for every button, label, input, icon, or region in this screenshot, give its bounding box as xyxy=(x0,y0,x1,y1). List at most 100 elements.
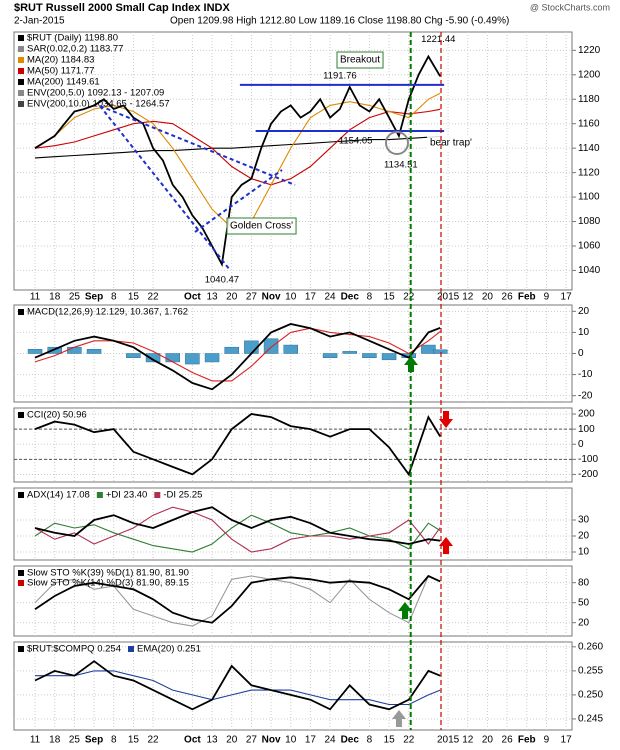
series-line xyxy=(34,108,441,186)
legend-label: ADX(14) 17.08 xyxy=(27,490,90,501)
series-line xyxy=(34,135,441,159)
y-tick-label: 50 xyxy=(578,597,590,608)
y-tick-label: 80 xyxy=(578,577,590,588)
annotation-box xyxy=(336,51,384,69)
x-tick-label: 2015 xyxy=(437,735,460,746)
panel-frame xyxy=(13,31,573,291)
y-tick-label: 0 xyxy=(578,348,584,359)
y-tick-label: -20 xyxy=(578,390,593,401)
legend-label: SAR(0.02,0.2) 1183.77 xyxy=(27,44,123,55)
arrow-up xyxy=(404,356,418,372)
x-tick-label: 20 xyxy=(226,292,238,303)
histogram-bar xyxy=(283,344,298,354)
legend-swatch xyxy=(18,101,24,107)
histogram-bar xyxy=(322,353,338,358)
x-tick-label: 13 xyxy=(207,735,219,746)
x-tick-label: 27 xyxy=(246,292,258,303)
legend-label: $RUT (Daily) 1198.80 xyxy=(27,33,118,44)
x-tick-label: Dec xyxy=(341,292,360,303)
y-tick-label: 0 xyxy=(578,439,584,450)
histogram-bar xyxy=(126,353,141,358)
annotation-box xyxy=(226,217,297,235)
histogram-bar xyxy=(27,349,43,354)
arrow-up xyxy=(392,710,406,727)
x-tick-label: 20 xyxy=(226,735,238,746)
legend-swatch xyxy=(18,35,24,41)
x-tick-label: 26 xyxy=(502,735,514,746)
histogram-bar xyxy=(224,346,239,354)
x-tick-label: 9 xyxy=(544,735,550,746)
y-tick-label: 1160 xyxy=(578,118,600,129)
legend-label: ENV(200,5.0) 1092.13 - 1207.09 xyxy=(27,88,164,99)
series-line xyxy=(34,506,441,545)
histogram-bar xyxy=(263,338,279,354)
x-tick-label: 22 xyxy=(403,735,415,746)
histogram-bar xyxy=(67,346,82,354)
trend-line xyxy=(194,169,283,233)
x-tick-label: 8 xyxy=(111,735,117,746)
legend-swatch xyxy=(154,492,161,498)
legend-label: CCI(20) 50.96 xyxy=(27,410,87,421)
x-tick-label: 8 xyxy=(111,292,117,303)
legend-swatch xyxy=(18,309,24,315)
y-tick-label: 200 xyxy=(578,409,595,420)
y-tick-label: 10 xyxy=(578,547,590,558)
x-tick-label: 12 xyxy=(462,292,474,303)
x-tick-label: Nov xyxy=(262,292,281,303)
y-tick-label: 1140 xyxy=(578,143,600,154)
x-tick-label: 18 xyxy=(49,292,61,303)
legend-swatch xyxy=(96,492,103,498)
histogram-bar xyxy=(204,353,220,363)
x-tick-label: 25 xyxy=(69,292,81,303)
x-tick-label: 22 xyxy=(147,292,159,303)
x-tick-label: Sep xyxy=(85,292,103,303)
overlays xyxy=(99,105,453,727)
legend-swatch xyxy=(18,68,24,74)
legend-label: ENV(200,10.0) 1034.65 - 1264.57 xyxy=(27,99,170,110)
x-tick-label: 25 xyxy=(69,735,81,746)
price-label: 1154.05 xyxy=(339,135,373,146)
x-tick-label: Sep xyxy=(85,735,103,746)
histogram-bar xyxy=(432,349,448,354)
legend-swatch xyxy=(18,57,24,63)
legend-label: MA(200) 1149.61 xyxy=(27,77,100,88)
price-label: 1221.44 xyxy=(421,34,455,45)
x-tick-label: 20 xyxy=(482,292,494,303)
x-tick-label: 24 xyxy=(325,735,337,746)
legend-swatch xyxy=(18,570,24,576)
y-tick-label: 0.255 xyxy=(578,665,603,676)
annotation: Breakout xyxy=(340,55,380,66)
price-label: 1040.47 xyxy=(205,274,239,285)
histogram-bar xyxy=(86,349,102,354)
y-tick-label: 1180 xyxy=(578,94,600,105)
panel-frame xyxy=(13,641,573,731)
arrow-up xyxy=(439,537,453,554)
x-tick-label: 22 xyxy=(147,735,159,746)
y-tick-label: 30 xyxy=(578,515,590,526)
y-tick-label: 1220 xyxy=(578,45,601,56)
credit: @ StockCharts.com xyxy=(530,2,610,12)
histogram-bar xyxy=(165,353,180,363)
histogram-bar xyxy=(421,344,436,354)
y-tick-label: -200 xyxy=(578,469,598,480)
series-line xyxy=(34,323,441,391)
legend-swatch xyxy=(18,90,24,96)
price-label: 1134.51 xyxy=(384,159,418,170)
x-tick-label: 17 xyxy=(305,735,317,746)
y-tick-label: 1120 xyxy=(578,167,600,178)
legend-label: -DI 25.25 xyxy=(163,490,202,501)
histogram-bar xyxy=(381,353,397,361)
x-tick-label: Oct xyxy=(184,292,201,303)
x-tick-label: 17 xyxy=(561,292,573,303)
x-tick-label: 8 xyxy=(367,292,373,303)
x-tick-label: 8 xyxy=(367,735,373,746)
y-tick-label: 0.245 xyxy=(578,714,603,725)
y-tick-label: 20 xyxy=(578,531,590,542)
legend-label: Slow STO %K(14) %D(3) 81.90, 89.15 xyxy=(27,578,189,589)
x-tick-label: 13 xyxy=(207,292,219,303)
x-tick-label: 2015 xyxy=(437,292,460,303)
annotation: Golden Cross' xyxy=(230,221,293,232)
histogram-bar xyxy=(362,353,377,358)
x-tick-label: 10 xyxy=(285,292,297,303)
